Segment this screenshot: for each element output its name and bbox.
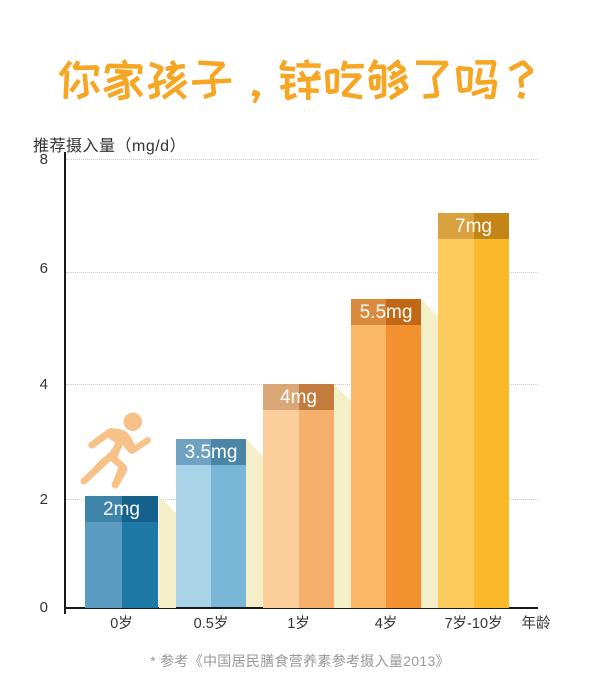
svg-text:你家孩子，锌吃够了吗？: 你家孩子，锌吃够了吗？	[57, 55, 543, 104]
